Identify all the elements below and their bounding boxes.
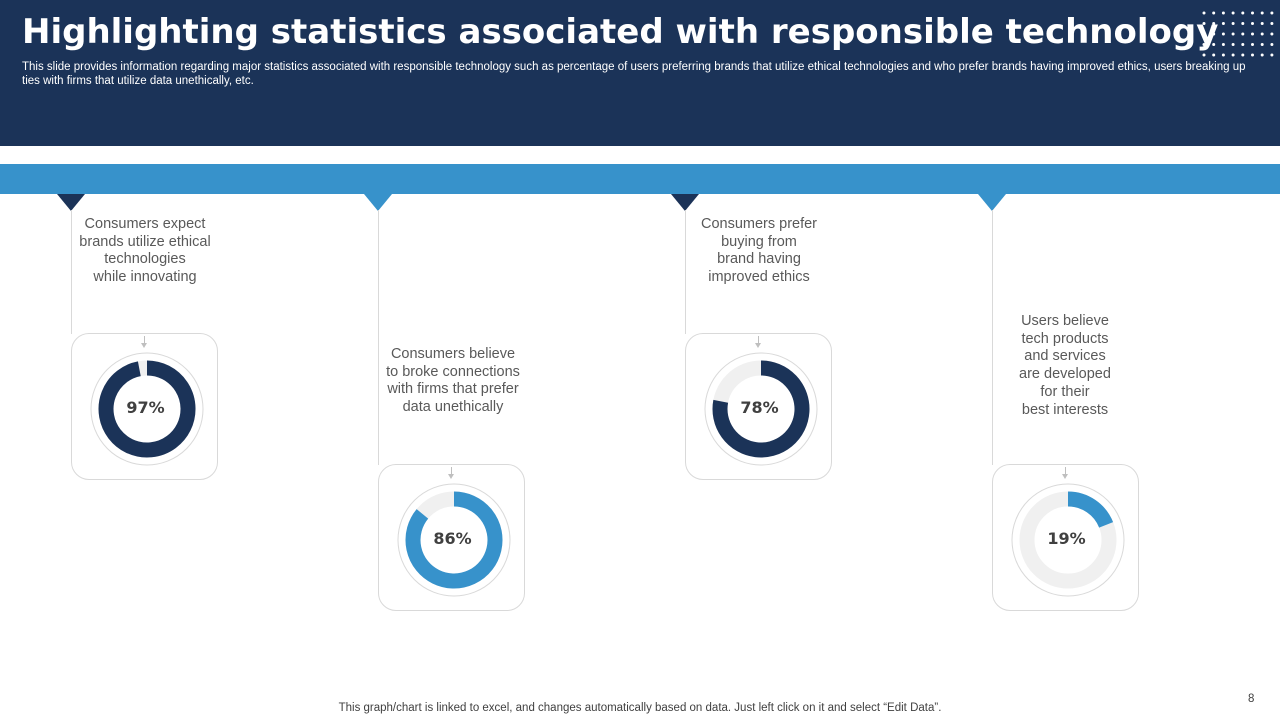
- slide-title: Highlighting statistics associated with …: [22, 12, 1219, 52]
- dot-mark: [1221, 53, 1225, 57]
- title-header: Highlighting statistics associated with …: [0, 0, 1280, 146]
- stat-label-4: Users believe tech products and services…: [1019, 313, 1111, 418]
- dot-mark: [1212, 22, 1216, 25]
- donut-chart-1: [90, 352, 204, 466]
- pointer-2-icon: [364, 194, 392, 211]
- dot-mark: [1251, 43, 1254, 46]
- footer-note: This graph/chart is linked to excel, and…: [338, 702, 942, 714]
- dot-mark: [1270, 53, 1274, 57]
- stat-card-2: 86%: [378, 464, 525, 611]
- dot-mark: [1221, 22, 1225, 25]
- stat-card-3: 78%: [685, 333, 832, 480]
- dot-mark: [1241, 11, 1245, 15]
- dot-mark: [1212, 53, 1216, 57]
- pointer-3-icon: [671, 194, 699, 211]
- dot-mark: [1241, 43, 1245, 46]
- dot-mark: [1260, 11, 1264, 15]
- donut-value-arc: [405, 491, 503, 589]
- donut-value-arc: [712, 360, 810, 458]
- down-arrow-icon: [141, 336, 147, 348]
- dot-mark: [1241, 32, 1245, 36]
- dot-mark: [1212, 11, 1216, 15]
- dot-mark: [1231, 11, 1235, 15]
- dot-mark: [1202, 43, 1206, 46]
- dot-mark: [1202, 22, 1206, 25]
- down-arrow-icon: [755, 336, 761, 348]
- donut-value-arc: [1067, 491, 1114, 529]
- down-arrow-icon: [448, 467, 454, 479]
- stat-label-2: Consumers believe to broke connections w…: [386, 346, 520, 416]
- stat-label-1: Consumers expect brands utilize ethical …: [79, 216, 211, 286]
- dot-mark: [1221, 43, 1225, 46]
- connector-line-1: [71, 210, 72, 334]
- dot-mark: [1221, 32, 1225, 36]
- stat-label-3: Consumers prefer buying from brand havin…: [700, 216, 818, 286]
- connector-line-3: [685, 210, 686, 334]
- connector-line-2: [378, 210, 379, 465]
- dot-mark: [1270, 11, 1274, 15]
- dot-mark: [1231, 22, 1235, 25]
- dot-mark: [1251, 22, 1254, 25]
- percent-value-3: 78%: [740, 398, 779, 417]
- dot-mark: [1212, 43, 1216, 46]
- donut-chart-3: [704, 352, 818, 466]
- dot-mark: [1202, 32, 1206, 36]
- connector-line-4: [992, 210, 993, 465]
- dot-mark: [1260, 32, 1264, 36]
- percent-value-1: 97%: [126, 398, 165, 417]
- stat-card-4: 19%: [992, 464, 1139, 611]
- dot-mark: [1270, 32, 1274, 36]
- timeline-band: [0, 164, 1280, 194]
- dot-mark: [1270, 43, 1274, 46]
- stat-card-1: 97%: [71, 333, 218, 480]
- dot-mark: [1241, 22, 1245, 25]
- donut-value-arc: [98, 360, 196, 458]
- page-number: 8: [1248, 693, 1255, 705]
- pointer-4-icon: [978, 194, 1006, 211]
- dot-mark: [1231, 43, 1235, 46]
- dot-mark: [1241, 53, 1245, 57]
- dot-mark: [1202, 53, 1206, 57]
- dot-mark: [1221, 11, 1225, 15]
- dot-mark: [1270, 22, 1274, 25]
- dot-mark: [1260, 53, 1264, 57]
- dot-mark: [1251, 11, 1254, 15]
- percent-value-4: 19%: [1047, 529, 1086, 548]
- percent-value-2: 86%: [433, 529, 472, 548]
- dot-mark: [1260, 22, 1264, 25]
- dot-mark: [1212, 32, 1216, 36]
- slide-subtitle: This slide provides information regardin…: [22, 61, 1246, 87]
- dot-mark: [1251, 32, 1254, 36]
- donut-chart-2: [397, 483, 511, 597]
- dot-mark: [1251, 53, 1254, 57]
- dot-mark: [1202, 11, 1206, 15]
- dot-mark: [1260, 43, 1264, 46]
- dot-mark: [1231, 53, 1235, 57]
- dot-grid-icon: [1202, 11, 1274, 57]
- down-arrow-icon: [1062, 467, 1068, 479]
- donut-chart-4: [1011, 483, 1125, 597]
- dot-mark: [1231, 32, 1235, 36]
- pointer-1-icon: [57, 194, 85, 211]
